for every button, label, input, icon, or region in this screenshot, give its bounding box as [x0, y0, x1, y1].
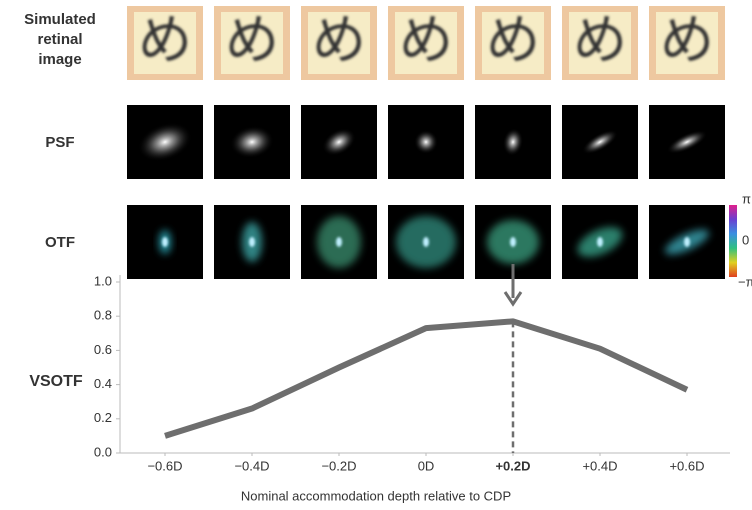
x-tick-label: +0.4D — [582, 458, 617, 473]
retinal-glyph: め — [660, 10, 714, 70]
y-axis-title: VSOTF — [29, 373, 83, 390]
x-tick-label: −0.6D — [147, 458, 182, 473]
psf-spot — [414, 130, 438, 154]
psf-spot — [666, 130, 708, 154]
otf-core — [423, 237, 429, 247]
row-label: OTF — [45, 234, 75, 251]
retinal-glyph: め — [312, 10, 366, 70]
retinal-image — [482, 12, 544, 74]
otf-core — [597, 237, 603, 247]
retinal-glyph: め — [573, 10, 627, 70]
row-label: Simulated retinal image — [24, 11, 96, 68]
retinal-glyph: め — [138, 10, 192, 70]
psf-spot — [582, 129, 618, 155]
retinal-image — [221, 12, 283, 74]
retinal-image — [656, 12, 718, 74]
otf-core — [249, 237, 255, 247]
retinal-image — [395, 12, 457, 74]
otf-core — [684, 237, 690, 247]
retinal-glyph: め — [225, 10, 279, 70]
colorbar — [729, 205, 737, 277]
x-tick-label: 0D — [418, 458, 435, 473]
y-tick-label: 0.0 — [94, 444, 112, 459]
psf-spot — [322, 128, 356, 156]
y-tick-label: 1.0 — [94, 273, 112, 288]
retinal-glyph: め — [486, 10, 540, 70]
x-tick-label: −0.2D — [321, 458, 356, 473]
x-tick-label: +0.6D — [669, 458, 704, 473]
retinal-image — [569, 12, 631, 74]
y-tick-label: 0.8 — [94, 308, 112, 323]
y-tick-label: 0.2 — [94, 410, 112, 425]
retinal-glyph: め — [399, 10, 453, 70]
psf-spot — [230, 125, 274, 159]
psf-spot — [502, 128, 524, 156]
colorbar-label: π — [742, 191, 751, 206]
y-tick-label: 0.6 — [94, 342, 112, 357]
x-tick-label: −0.4D — [234, 458, 269, 473]
colorbar-label: −π — [738, 274, 752, 289]
otf-core — [162, 237, 168, 247]
vsotf-line — [164, 318, 689, 439]
retinal-image — [308, 12, 370, 74]
y-tick-label: 0.4 — [94, 376, 112, 391]
colorbar-label: 0 — [742, 232, 749, 247]
x-axis-title: Nominal accommodation depth relative to … — [241, 488, 511, 503]
row-label: PSF — [45, 134, 75, 151]
arrow-head — [503, 291, 523, 307]
psf-spot — [137, 122, 193, 162]
otf-core — [336, 237, 342, 247]
otf-core — [510, 237, 516, 247]
x-tick-label: +0.2D — [495, 458, 530, 473]
retinal-image — [134, 12, 196, 74]
